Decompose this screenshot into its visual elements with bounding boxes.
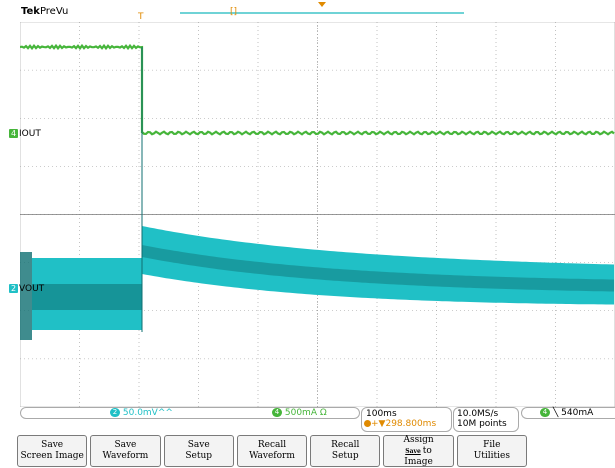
trigger-source-badge: 4 bbox=[540, 408, 550, 417]
ch4-ground-marker[interactable]: 4 IOUT bbox=[9, 129, 41, 139]
ch2-envelope-core bbox=[32, 284, 142, 310]
status-bar: 2 50.0mV^^ 4 500mA Ω 100ms +▼298.800ms 1… bbox=[20, 406, 615, 433]
sample-rate-readout: 10.0MS/s bbox=[457, 409, 499, 419]
ch4-termination-icon: Ω bbox=[319, 408, 327, 418]
assign-save-button[interactable]: Assign Save to Image bbox=[383, 434, 454, 467]
ch2-label: VOUT bbox=[19, 284, 45, 294]
softkey-bar: Save Screen Image Save Waveform Save Set… bbox=[17, 435, 527, 468]
softkey-word: to bbox=[422, 445, 432, 456]
softkey-line: Utilities bbox=[473, 451, 510, 461]
trigger-readout-text: 4 ╲ 540mA bbox=[540, 408, 593, 418]
ch4-waveform bbox=[20, 43, 615, 136]
ch4-readout-badge: 4 bbox=[272, 408, 282, 417]
ch2-scale-readout[interactable]: 2 50.0mV^^ bbox=[110, 408, 173, 418]
timebase-readout: 100ms bbox=[366, 409, 397, 419]
brand-logo: TekPreVu bbox=[21, 6, 69, 17]
ch2-readout-badge: 2 bbox=[110, 408, 120, 417]
softkey-line: Save bbox=[187, 440, 210, 450]
softkey-line: Screen Image bbox=[20, 451, 84, 461]
record-view-bar bbox=[180, 12, 464, 14]
ch4-label: IOUT bbox=[19, 129, 41, 139]
softkey-line: Setup bbox=[185, 451, 213, 461]
softkey-line: Image bbox=[404, 456, 433, 467]
acquisition-readout[interactable] bbox=[453, 407, 519, 432]
ch4-scale-readout[interactable]: 4 500mA Ω bbox=[272, 408, 327, 418]
softkey-line: Assign bbox=[403, 434, 434, 445]
record-length-readout: 10M points bbox=[457, 419, 507, 429]
save-setup-button[interactable]: Save Setup bbox=[163, 435, 234, 467]
graticule-grid bbox=[20, 22, 615, 407]
softkey-line: Save bbox=[41, 440, 64, 450]
ch2-bandwidth-icon: ^^ bbox=[157, 408, 173, 418]
scope-header: TekPreVu T [] bbox=[0, 0, 615, 22]
softkey-line: Waveform bbox=[249, 451, 295, 461]
save-screen-image-button[interactable]: Save Screen Image bbox=[17, 435, 88, 467]
acquisition-mode: PreVu bbox=[39, 6, 69, 17]
softkey-line: Save bbox=[114, 440, 137, 450]
file-utilities-button[interactable]: File Utilities bbox=[456, 435, 527, 467]
recall-waveform-button[interactable]: Recall Waveform bbox=[236, 435, 308, 467]
trigger-level-value: 540mA bbox=[561, 408, 594, 418]
delay-icon bbox=[364, 420, 371, 427]
save-waveform-button[interactable]: Save Waveform bbox=[90, 435, 161, 467]
recall-setup-button[interactable]: Recall Setup bbox=[310, 435, 381, 467]
softkey-line: Setup bbox=[331, 451, 359, 461]
ch2-envelope-decay bbox=[142, 226, 614, 305]
softkey-line: Recall bbox=[331, 440, 360, 450]
ch2-scale-value: 50.0mV bbox=[122, 408, 158, 418]
save-key-icon: Save bbox=[405, 447, 421, 455]
ch2-vout-trace bbox=[20, 47, 614, 340]
ch2-envelope-decay-core bbox=[142, 245, 614, 292]
horizontal-readout[interactable] bbox=[361, 407, 452, 432]
ch4-badge: 4 bbox=[9, 129, 18, 138]
softkey-line: Save to bbox=[405, 446, 432, 457]
trigger-delay-value: +▼298.800ms bbox=[371, 419, 437, 429]
softkey-line: Recall bbox=[257, 440, 287, 450]
trigger-slope-icon: ╲ bbox=[552, 408, 559, 418]
ch2-badge: 2 bbox=[9, 284, 18, 293]
ch2-envelope-start bbox=[20, 252, 32, 340]
ch2-ground-marker[interactable]: 2 VOUT bbox=[9, 284, 44, 294]
trigger-delay-readout: +▼298.800ms bbox=[364, 419, 436, 429]
waveform-graticule bbox=[20, 22, 615, 407]
ch4-iout-trace bbox=[20, 43, 615, 136]
ch4-scale-value: 500mA bbox=[284, 408, 317, 418]
trigger-position-marker[interactable]: T bbox=[138, 12, 144, 22]
softkey-line: File bbox=[483, 440, 501, 450]
record-trigger-marker bbox=[318, 2, 326, 7]
softkey-line: Waveform bbox=[102, 451, 149, 461]
record-window-bracket: [] bbox=[230, 7, 238, 17]
